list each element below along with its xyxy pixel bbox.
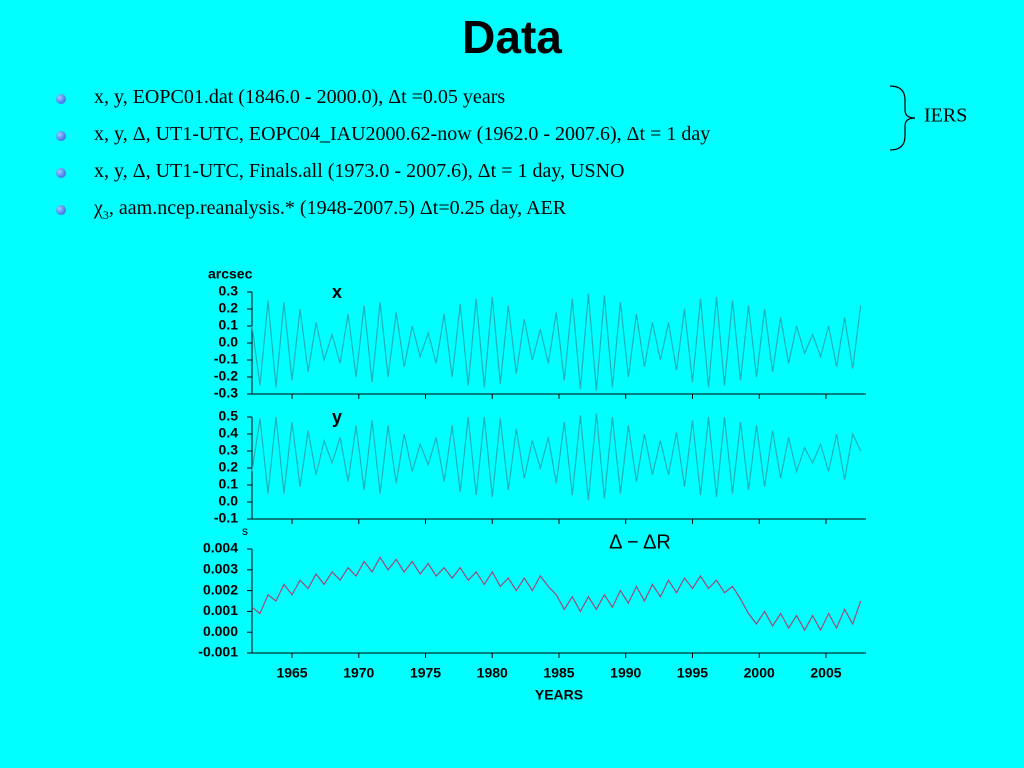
y-tick-label: 0.000: [203, 623, 238, 639]
data-line: [251, 293, 862, 391]
panel-label: y: [332, 407, 342, 427]
y-tick-label: -0.3: [214, 385, 238, 401]
y-tick-label: 0.5: [219, 408, 239, 424]
y-tick-label: 0.002: [203, 581, 238, 597]
y-tick-label: -0.2: [214, 368, 238, 384]
y-tick-label: 0.4: [219, 425, 239, 441]
y-tick-label: 0.1: [219, 476, 239, 492]
x-tick-label: 1975: [410, 665, 441, 681]
subscript: 3: [102, 208, 109, 222]
brace: [889, 85, 916, 151]
y-tick-label: 0.004: [203, 540, 238, 556]
x-tick-label: 1970: [343, 665, 374, 681]
y-tick-label: -0.1: [214, 351, 238, 367]
x-tick-label: 1965: [276, 665, 307, 681]
panel-label: x: [332, 282, 342, 302]
bullet: x, y, EOPC01.dat (1846.0 - 2000.0), Δt =…: [56, 86, 710, 123]
panel-label: Δ − ΔR: [609, 531, 671, 553]
y-tick-label: 0.0: [219, 493, 239, 509]
y-tick-label: 0.2: [219, 459, 239, 475]
bullet-list: x, y, EOPC01.dat (1846.0 - 2000.0), Δt =…: [56, 86, 710, 234]
bullet: x, y, Δ, UT1-UTC, Finals.all (1973.0 - 2…: [56, 160, 710, 197]
brace-label: IERS: [924, 105, 967, 127]
slide-title: Data: [462, 11, 562, 63]
bullet: x, y, Δ, UT1-UTC, EOPC04_IAU2000.62-now …: [56, 123, 710, 160]
bullet: χ3, aam.ncep.reanalysis.* (1948-2007.5) …: [56, 197, 710, 234]
data-line: [251, 556, 862, 632]
y-tick-label: 0.0: [219, 334, 239, 350]
x-tick-label: 2000: [744, 665, 775, 681]
unit-label: arcsec: [208, 266, 253, 282]
unit-label: s: [242, 524, 248, 538]
y-tick-label: 0.003: [203, 561, 238, 577]
y-tick-label: -0.1: [214, 510, 238, 526]
symbol: χ: [94, 197, 103, 219]
y-tick-label: 0.001: [203, 602, 238, 618]
y-tick-label: -0.001: [198, 644, 238, 660]
y-tick-label: 0.2: [219, 300, 239, 316]
x-tick-label: 2005: [810, 665, 841, 681]
x-tick-label: 1980: [477, 665, 508, 681]
x-tick-label: 1995: [677, 665, 708, 681]
data-line: [251, 413, 862, 501]
x-tick-label: 1985: [543, 665, 574, 681]
y-tick-label: 0.1: [219, 317, 239, 333]
y-tick-label: 0.3: [219, 283, 239, 299]
x-tick-label: 1990: [610, 665, 641, 681]
x-axis-label: YEARS: [535, 687, 583, 703]
y-tick-label: 0.3: [219, 442, 239, 458]
bullet-text: , aam.ncep.reanalysis.* (1948-2007.5) Δt…: [108, 197, 567, 219]
